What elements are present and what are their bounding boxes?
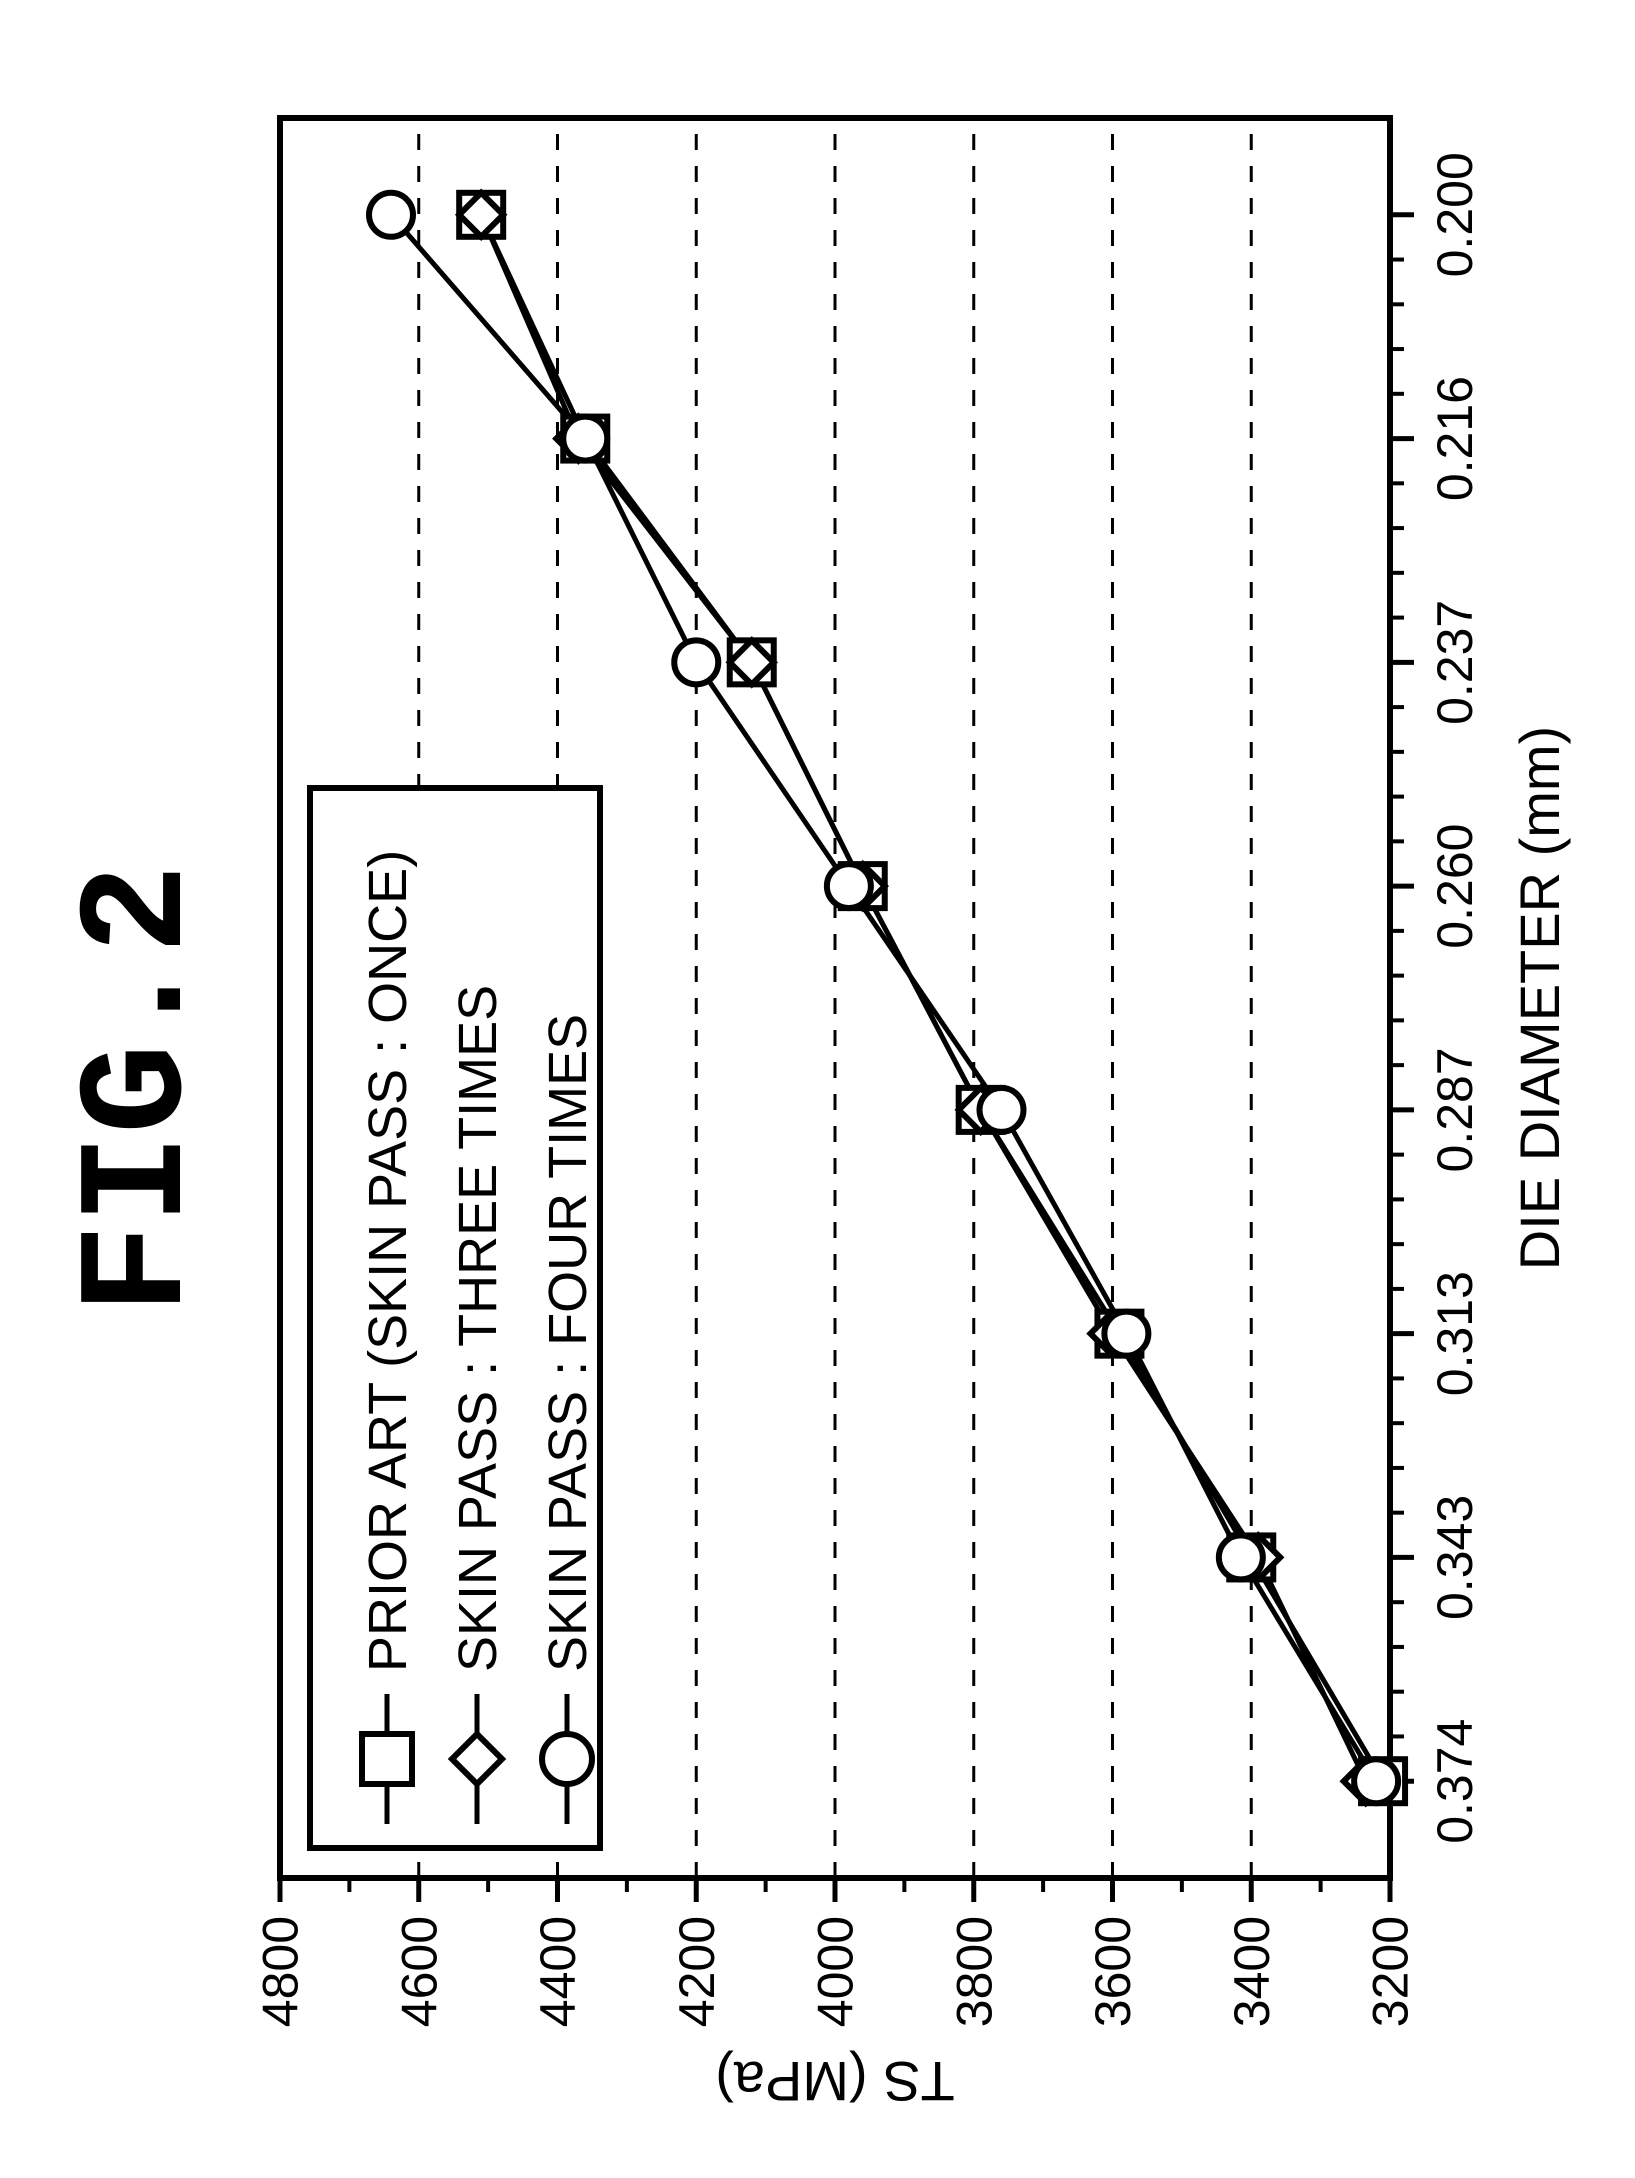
circle-marker: [1354, 1759, 1398, 1803]
legend-label: SKIN PASS : THREE TIMES: [448, 985, 508, 1672]
x-axis-label: DIE DIAMETER (mm): [1508, 726, 1571, 1270]
figure-title: FIG.2: [56, 864, 226, 1314]
xtick-label: 0.287: [1427, 1047, 1483, 1172]
ytick-label: 4800: [253, 1916, 309, 2027]
chart-svg: FIG.2 3200 3400 3600 3800 4000 4200 4400 4600 480…: [0, 0, 1635, 2178]
xtick-label: 0.237: [1427, 600, 1483, 725]
circle-marker: [827, 864, 871, 908]
page: FIG.2 3200 3400 3600 3800 4000 4200 4400 4600 480…: [0, 0, 1635, 2178]
circle-marker: [1219, 1535, 1263, 1579]
ytick-label: 4200: [669, 1916, 725, 2027]
xtick-label: 0.343: [1427, 1495, 1483, 1620]
circle-marker: [542, 1734, 592, 1784]
ytick-label: 3200: [1363, 1916, 1419, 2027]
ytick-label: 3400: [1224, 1916, 1280, 2027]
circle-marker: [1104, 1312, 1148, 1356]
ytick-label: 4600: [391, 1916, 447, 2027]
xtick-label: 0.374: [1427, 1719, 1483, 1844]
xtick-label: 0.200: [1427, 152, 1483, 277]
xtick-label: 0.260: [1427, 824, 1483, 949]
circle-marker: [980, 1088, 1024, 1132]
legend-label: SKIN PASS : FOUR TIMES: [538, 1014, 598, 1672]
ytick-label: 3800: [946, 1916, 1002, 2027]
xtick-label: 0.216: [1427, 376, 1483, 501]
xtick-label: 0.313: [1427, 1271, 1483, 1396]
circle-marker: [369, 193, 413, 237]
chart-stage: FIG.2 3200 3400 3600 3800 4000 4200 4400 4600 480…: [0, 0, 1635, 2178]
legend: PRIOR ART (SKIN PASS : ONCE) SKIN PASS : …: [310, 788, 600, 1848]
circle-marker: [674, 640, 718, 684]
ytick-label: 4400: [530, 1916, 586, 2027]
y-axis-label: TS (MPa): [715, 2050, 955, 2113]
ytick-label: 4000: [808, 1916, 864, 2027]
legend-label: PRIOR ART (SKIN PASS : ONCE): [358, 850, 418, 1672]
circle-marker: [563, 417, 607, 461]
square-marker: [362, 1734, 412, 1784]
ytick-label: 3600: [1085, 1916, 1141, 2027]
